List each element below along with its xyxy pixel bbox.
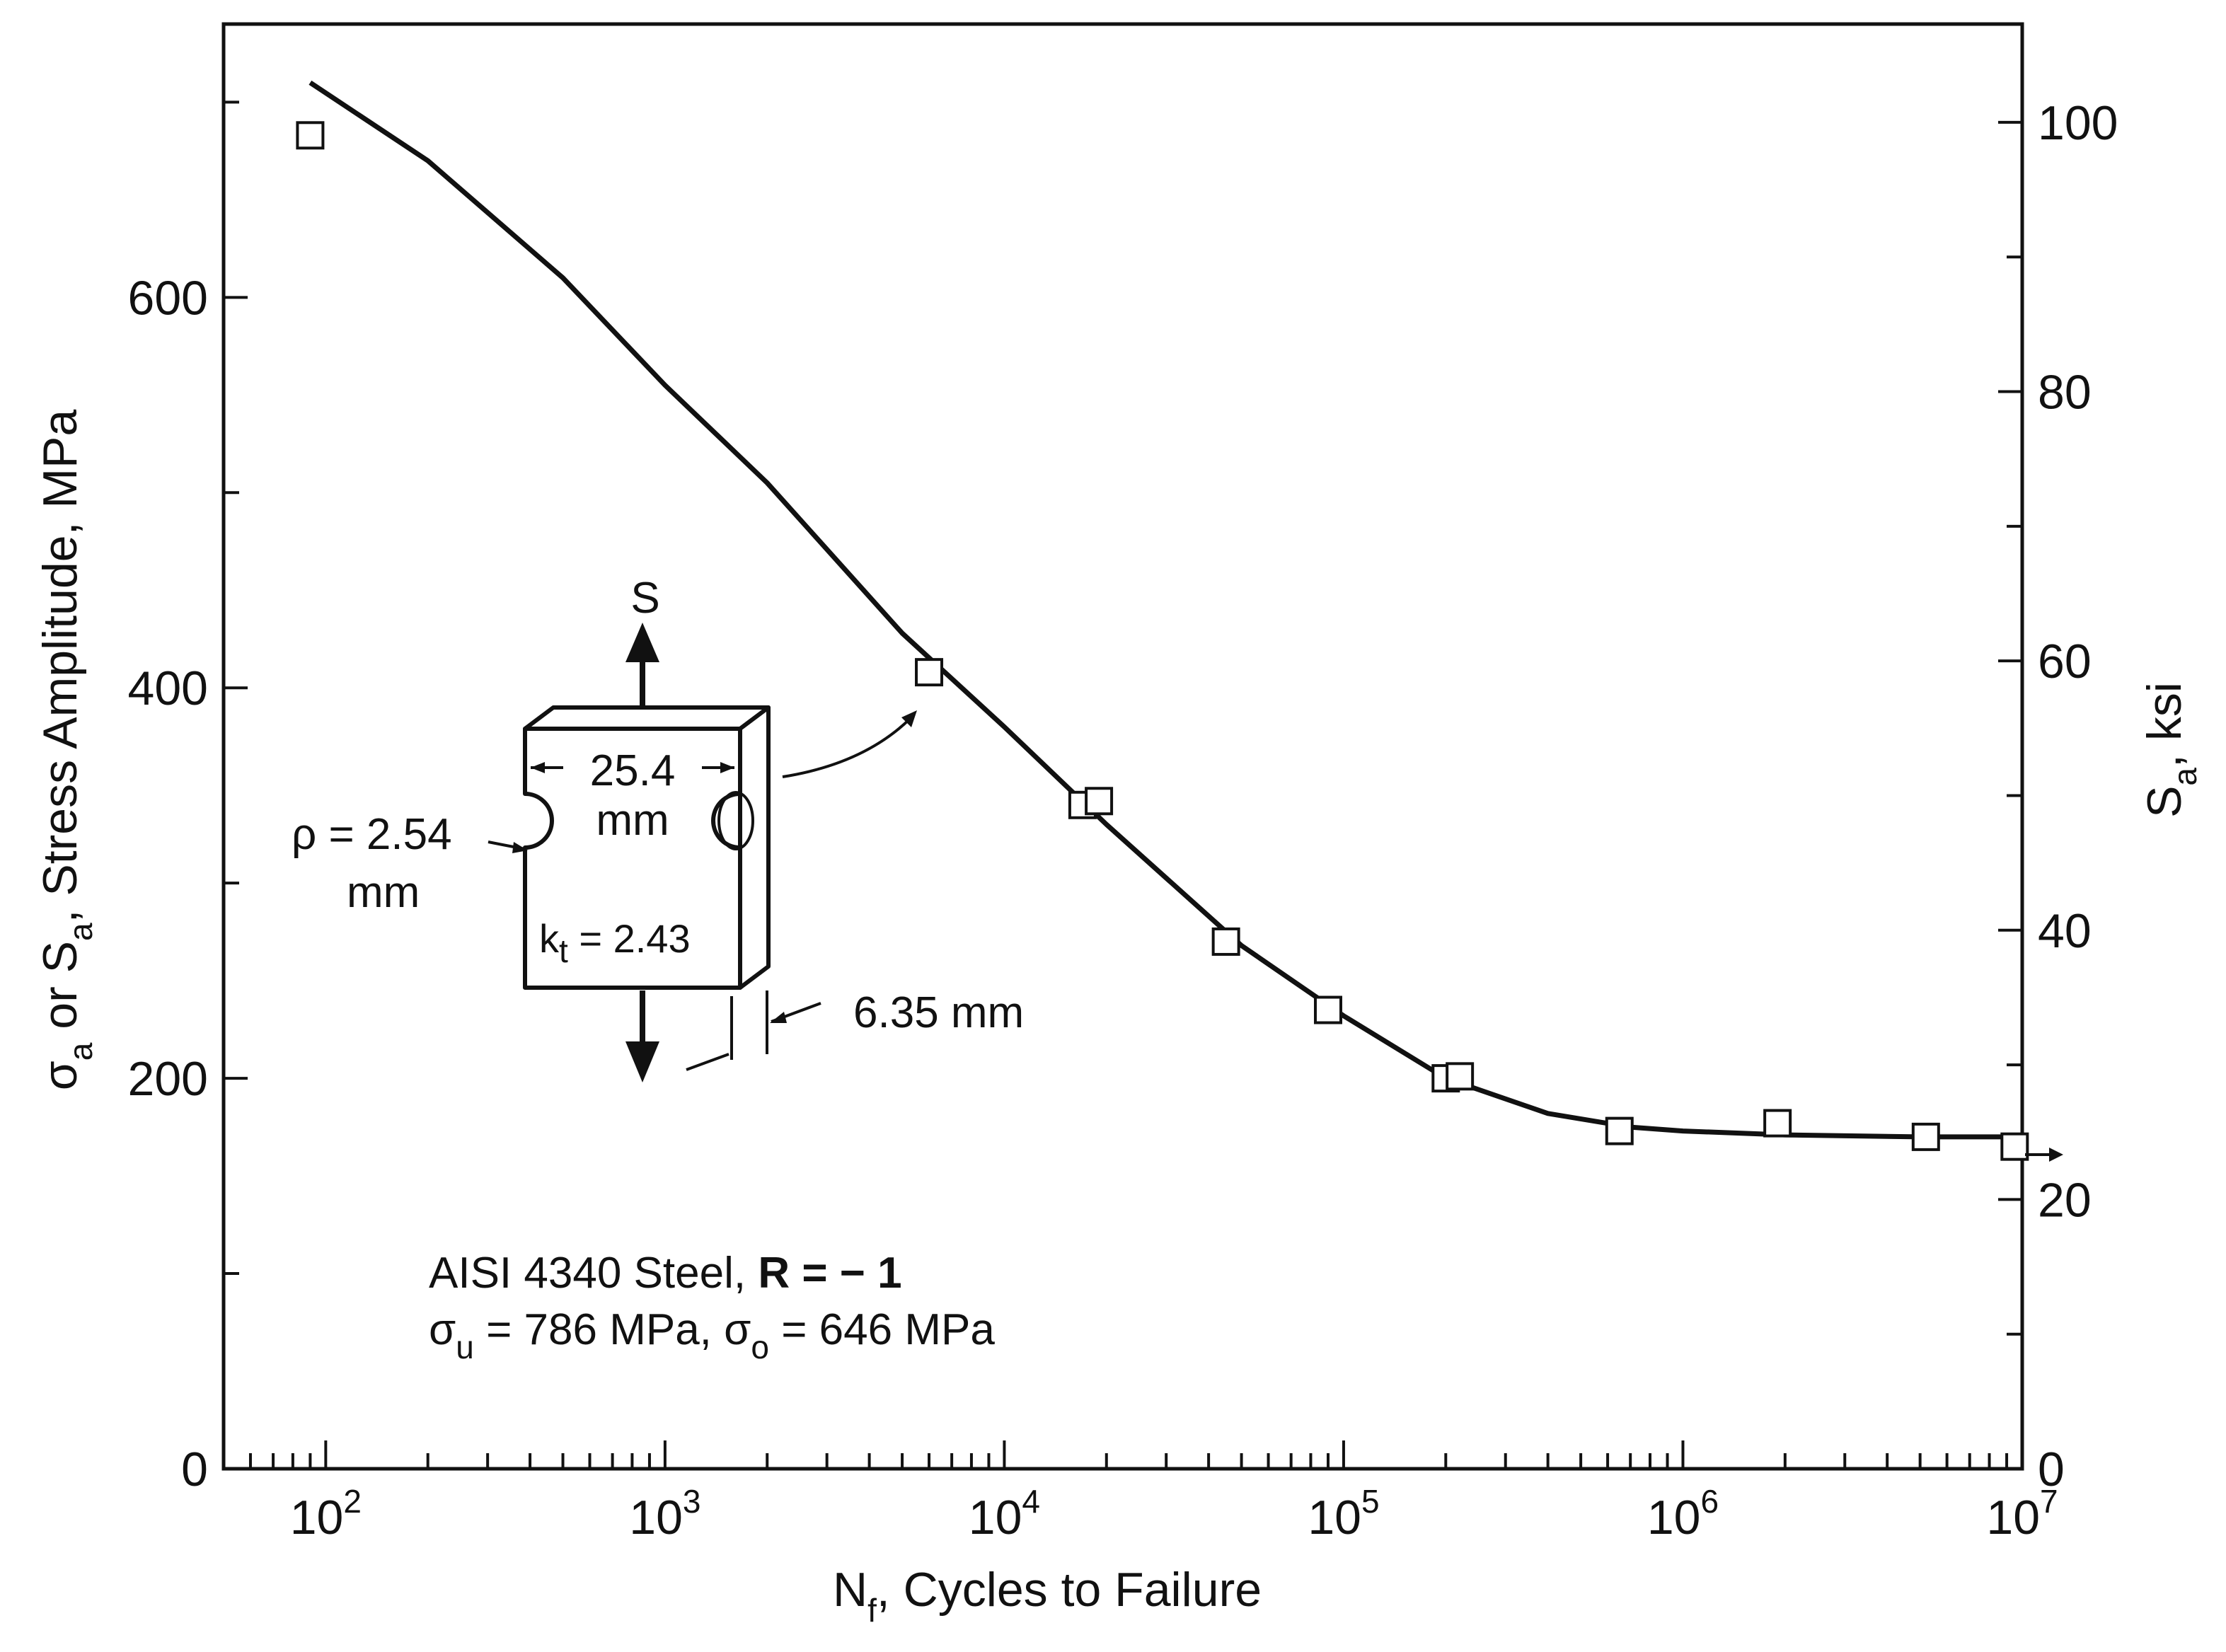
radius-unit: mm: [347, 868, 420, 917]
width-value: 25.4: [590, 746, 676, 795]
y-left-tick-label: 0: [181, 1443, 208, 1496]
data-point: [1911, 1122, 1940, 1151]
data-point: [296, 121, 325, 150]
plot-frame: [221, 22, 2024, 1471]
y-right-tick-label: 60: [2038, 635, 2092, 688]
x-tick-label: 103: [629, 1483, 700, 1544]
data-point: [1085, 787, 1114, 816]
x-tick-label: 105: [1308, 1483, 1379, 1544]
data-points: [296, 121, 2029, 1161]
axis-ticks: [222, 100, 2024, 1470]
y-right-tick-label: 100: [2038, 96, 2118, 150]
y-left-tick-label: 200: [128, 1052, 208, 1106]
width-unit: mm: [596, 796, 669, 845]
data-point: [1763, 1109, 1792, 1138]
load-label: S: [630, 574, 659, 623]
thickness-label: 6.35 mm: [853, 988, 1024, 1037]
y-axis-left-title: σa or Sa, Stress Amplitude, MPa: [33, 410, 99, 1091]
data-point: [1605, 1116, 1634, 1145]
data-point: [2000, 1132, 2029, 1161]
y-left-tick-label: 400: [128, 662, 208, 715]
specimen-leader: [782, 717, 911, 778]
x-tick-label: 107: [1986, 1483, 2058, 1544]
radius-label: ρ = 2.54: [292, 810, 452, 859]
y-right-tick-label: 80: [2038, 366, 2092, 420]
specimen-front-face: [523, 727, 742, 990]
data-point: [1313, 995, 1342, 1024]
load-arrow-up-icon: [625, 623, 659, 662]
y-right-tick-label: 20: [2038, 1173, 2092, 1227]
y-axis-right-title: Sa, ksi: [2138, 682, 2203, 818]
load-arrow-down-icon: [625, 1041, 659, 1082]
strength-label: σu = 786 MPa, σo = 646 MPa: [429, 1305, 995, 1365]
x-axis-title: Nf, Cycles to Failure: [833, 1563, 1262, 1629]
material-label: AISI 4340 Steel, R = − 1: [429, 1249, 902, 1298]
data-point: [915, 658, 944, 687]
x-tick-label: 102: [290, 1483, 362, 1544]
sn-curve: [308, 80, 2022, 1140]
y-right-tick-label: 0: [2038, 1443, 2065, 1496]
specimen-diagram: S 25.4 mm ρ = 2.54 mm kt = 2.43 6.35 mm: [292, 574, 1024, 1082]
x-tick-label: 106: [1647, 1483, 1719, 1544]
x-tick-label: 104: [969, 1483, 1040, 1544]
data-point: [1446, 1062, 1475, 1091]
y-left-tick-label: 600: [128, 271, 208, 325]
endurance-arrow: [2025, 1148, 2063, 1162]
kt-label: kt = 2.43: [539, 916, 691, 969]
data-point: [1211, 927, 1240, 956]
y-right-tick-label: 40: [2038, 904, 2092, 958]
